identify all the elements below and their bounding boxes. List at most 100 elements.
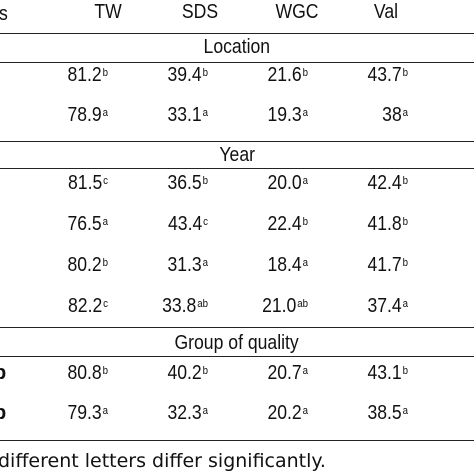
cell-tw: 76.5a — [11, 212, 108, 236]
significance-letter: a — [402, 298, 408, 310]
cell-wgc: 21.6b — [211, 63, 308, 87]
significance-letter: a — [302, 365, 308, 377]
significance-letter: a — [402, 405, 408, 417]
cell-wgc: 22.4b — [211, 212, 308, 236]
cell-wgc: 18.4a — [211, 253, 308, 277]
significance-letter: a — [302, 107, 308, 119]
row-label: p — [0, 402, 7, 424]
rule-below-year — [0, 168, 474, 169]
cell-sds: 33.1a — [111, 103, 208, 127]
cell-value: 42.4 — [367, 172, 402, 194]
cell-value: 80.8 — [67, 362, 102, 384]
cell-value: 43.1 — [367, 362, 402, 384]
section-title-location: Location — [203, 36, 271, 58]
cell-val: 41.8b — [311, 212, 408, 236]
significance-letter: b — [102, 67, 108, 79]
row-label: p — [0, 362, 7, 384]
significance-letter: b — [202, 365, 208, 377]
cell-wgc: 20.2a — [211, 401, 308, 425]
cell-value: 82.2 — [68, 295, 103, 317]
cell-val: 38a — [311, 103, 408, 127]
cell-sds: 36.5b — [111, 171, 208, 195]
cell-val: 41.7b — [311, 253, 408, 277]
significance-letter: b — [402, 257, 408, 269]
cell-sds: 40.2b — [111, 361, 208, 385]
cell-value: 38 — [382, 104, 402, 126]
significance-letter: a — [102, 107, 108, 119]
cell-value: 81.2 — [67, 64, 102, 86]
section-title-group-of-quality: Group of quality — [174, 332, 300, 354]
cell-val: 42.4b — [311, 171, 408, 195]
cell-value: 39.4 — [167, 64, 202, 86]
cell-tw: 81.5c — [11, 171, 108, 195]
cell-value: 33.8 — [162, 295, 197, 317]
cell-value: 33.1 — [167, 104, 202, 126]
cell-tw: 79.3a — [11, 401, 108, 425]
cell-value: 20.0 — [267, 172, 302, 194]
cell-value: 78.9 — [67, 104, 102, 126]
header-sds: SDS — [181, 1, 219, 23]
cell-val: 43.1b — [311, 361, 408, 385]
significance-letter: ab — [297, 298, 308, 310]
cell-value: 41.8 — [367, 213, 402, 235]
rule-below-location — [0, 62, 474, 63]
significance-letter: c — [203, 216, 208, 228]
significance-letter: a — [102, 216, 108, 228]
rule-below-header — [0, 33, 474, 34]
significance-letter: b — [402, 216, 408, 228]
cell-value: 41.7 — [367, 254, 402, 276]
cell-tw: 78.9a — [11, 103, 108, 127]
rule-above-group — [0, 327, 474, 328]
cell-value: 18.4 — [267, 254, 302, 276]
significance-letter: ab — [197, 298, 208, 310]
significance-letter: a — [302, 405, 308, 417]
significance-letter: a — [302, 175, 308, 187]
cell-value: 20.2 — [267, 402, 302, 424]
significance-letter: b — [102, 257, 108, 269]
significance-letter: c — [103, 298, 108, 310]
cell-sds: 39.4b — [111, 63, 208, 87]
significance-letter: b — [402, 175, 408, 187]
significance-letter: b — [402, 67, 408, 79]
cell-value: 43.7 — [367, 64, 402, 86]
header-wgc: WGC — [275, 1, 319, 23]
cell-tw: 81.2b — [11, 63, 108, 87]
significance-letter: a — [302, 257, 308, 269]
cell-val: 37.4a — [311, 294, 408, 318]
header-tw: TW — [94, 1, 122, 23]
cell-value: 22.4 — [267, 213, 302, 235]
cell-wgc: 21.0ab — [211, 294, 308, 318]
rule-above-year — [0, 141, 474, 142]
cell-value: 32.3 — [167, 402, 202, 424]
cell-tw: 80.8b — [11, 361, 108, 385]
significance-letter: a — [202, 107, 208, 119]
rule-table-bottom — [0, 440, 474, 441]
cell-tw: 80.2b — [11, 253, 108, 277]
significance-letter: a — [102, 405, 108, 417]
cell-wgc: 20.7a — [211, 361, 308, 385]
cell-value: 79.3 — [67, 402, 102, 424]
cell-value: 31.3 — [167, 254, 202, 276]
significance-letter: a — [202, 257, 208, 269]
table-footnote: different letters differ significantly. — [0, 450, 326, 472]
cell-value: 76.5 — [67, 213, 102, 235]
rule-below-group — [0, 356, 474, 357]
significance-letter: b — [302, 67, 308, 79]
cell-val: 38.5a — [311, 401, 408, 425]
significance-letter: b — [302, 216, 308, 228]
header-val: Val — [373, 1, 399, 23]
cell-value: 19.3 — [267, 104, 302, 126]
cell-value: 21.0 — [262, 295, 297, 317]
cell-value: 40.2 — [167, 362, 202, 384]
cell-value: 36.5 — [167, 172, 202, 194]
cell-value: 80.2 — [67, 254, 102, 276]
cell-tw: 82.2c — [11, 294, 108, 318]
section-title-year: Year — [219, 144, 255, 166]
cell-value: 21.6 — [267, 64, 302, 86]
header-first-col: s — [0, 2, 8, 26]
cell-val: 43.7b — [311, 63, 408, 87]
significance-letter: a — [402, 107, 408, 119]
cell-sds: 32.3a — [111, 401, 208, 425]
cell-value: 81.5 — [68, 172, 103, 194]
cell-sds: 43.4c — [111, 212, 208, 236]
